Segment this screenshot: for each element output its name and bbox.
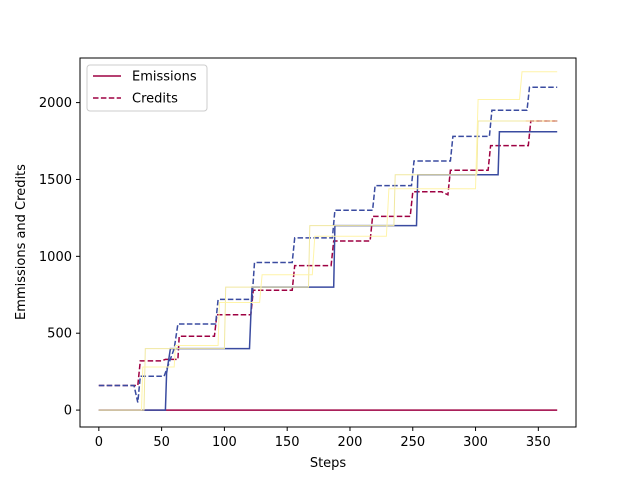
y-tick-label: 500 bbox=[47, 327, 72, 342]
y-tick-label: 1000 bbox=[39, 250, 72, 265]
x-tick-label: 0 bbox=[95, 435, 103, 450]
y-tick-label: 0 bbox=[64, 404, 72, 419]
x-tick-label: 300 bbox=[463, 435, 488, 450]
x-tick-label: 150 bbox=[275, 435, 300, 450]
y-axis: 0 500 1000 1500 2000 bbox=[39, 96, 80, 419]
legend-label-credits: Credits bbox=[132, 92, 178, 107]
x-axis-label: Steps bbox=[310, 456, 347, 471]
y-axis-label: Emmissions and Credits bbox=[14, 164, 29, 320]
series-line-3 bbox=[98, 131, 558, 411]
x-tick-label: 200 bbox=[338, 435, 363, 450]
x-axis: 0 50 100 150 200 250 300 350 bbox=[95, 427, 551, 450]
legend-label-emissions: Emissions bbox=[132, 70, 197, 85]
series-line-4 bbox=[98, 120, 558, 411]
axes-frame bbox=[79, 57, 577, 428]
x-tick-label: 250 bbox=[400, 435, 425, 450]
x-tick-label: 350 bbox=[526, 435, 551, 450]
series-line-1 bbox=[98, 120, 558, 387]
y-tick-label: 1500 bbox=[39, 173, 72, 188]
legend: Emissions Credits bbox=[86, 64, 208, 112]
plot-area bbox=[98, 71, 558, 411]
series-line-5 bbox=[98, 71, 558, 411]
x-tick-label: 100 bbox=[212, 435, 237, 450]
y-tick-label: 2000 bbox=[39, 96, 72, 111]
series-line-2 bbox=[98, 86, 558, 403]
x-tick-label: 50 bbox=[153, 435, 170, 450]
